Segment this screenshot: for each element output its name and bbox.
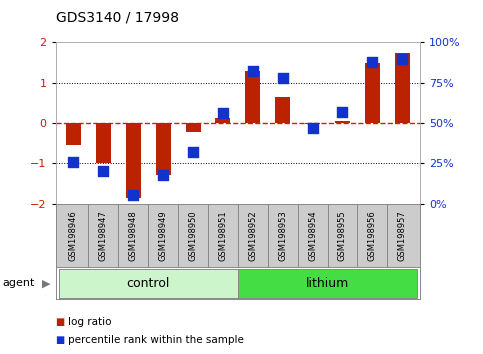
Bar [245, 71, 260, 123]
Point [189, 149, 197, 155]
Point [99, 169, 107, 174]
Bar [275, 97, 290, 123]
Text: log ratio: log ratio [68, 317, 111, 327]
Bar [156, 123, 170, 175]
Text: GSM198957: GSM198957 [398, 210, 407, 261]
Text: lithium: lithium [306, 277, 349, 290]
Bar [96, 123, 111, 163]
Text: GSM198948: GSM198948 [129, 210, 138, 261]
Text: GSM198951: GSM198951 [218, 210, 227, 261]
Point [339, 109, 346, 115]
Point [249, 69, 256, 74]
Text: GSM198950: GSM198950 [188, 210, 198, 261]
Bar [305, 123, 320, 124]
Text: ■: ■ [56, 335, 65, 345]
Text: GSM198954: GSM198954 [308, 210, 317, 261]
Text: GSM198949: GSM198949 [158, 210, 168, 261]
Text: GSM198956: GSM198956 [368, 210, 377, 261]
Bar [215, 118, 230, 123]
Point [369, 59, 376, 65]
Text: GSM198946: GSM198946 [69, 210, 78, 261]
Point [398, 56, 406, 62]
Text: ▶: ▶ [42, 278, 51, 288]
Text: agent: agent [2, 278, 35, 288]
Text: GSM198955: GSM198955 [338, 210, 347, 261]
Point [159, 172, 167, 177]
Bar [365, 63, 380, 123]
Bar [66, 123, 81, 145]
Bar [126, 123, 141, 198]
Point [70, 159, 77, 165]
Text: GSM198953: GSM198953 [278, 210, 287, 261]
Bar [185, 123, 200, 132]
Text: control: control [127, 277, 170, 290]
Text: GDS3140 / 17998: GDS3140 / 17998 [56, 11, 179, 25]
Bar [395, 52, 410, 123]
Text: ■: ■ [56, 317, 65, 327]
Bar [335, 121, 350, 123]
Text: GSM198947: GSM198947 [99, 210, 108, 261]
Point [309, 125, 316, 131]
Bar [238, 269, 417, 297]
Point [129, 193, 137, 198]
Bar [58, 269, 238, 297]
Point [219, 110, 227, 116]
Text: percentile rank within the sample: percentile rank within the sample [68, 335, 243, 345]
Text: GSM198952: GSM198952 [248, 210, 257, 261]
Point [279, 75, 286, 81]
